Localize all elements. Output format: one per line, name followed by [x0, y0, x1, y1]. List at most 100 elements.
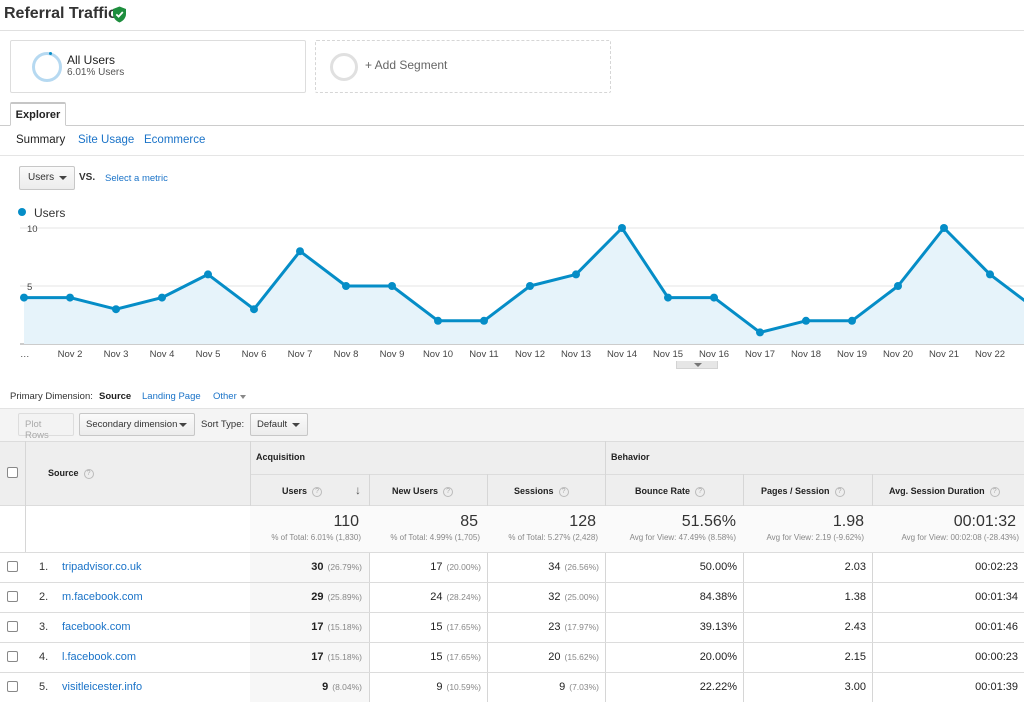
x-tick-label: Nov 12: [515, 349, 545, 360]
x-tick-label: Nov 20: [883, 349, 913, 360]
data-point: [158, 293, 166, 302]
select-all-checkbox[interactable]: [7, 467, 18, 478]
tab-explorer[interactable]: Explorer: [10, 102, 66, 126]
chevron-down-icon: [292, 423, 300, 427]
chart-resize-handle[interactable]: [676, 361, 718, 369]
total-new-users: 85: [460, 513, 478, 530]
x-tick-label: Nov 7: [288, 349, 313, 360]
new-users-cell: 9 (10.59%): [371, 681, 481, 693]
divider: [250, 474, 1024, 475]
segment-all-users[interactable]: All Users 6.01% Users: [10, 40, 306, 93]
sessions-value: 23: [548, 621, 561, 633]
divider: [0, 672, 1024, 673]
help-icon[interactable]: ?: [443, 486, 454, 497]
data-point: [20, 293, 28, 302]
source-column-header[interactable]: Source?: [48, 468, 94, 479]
source-link[interactable]: l.facebook.com: [62, 651, 136, 663]
avg-duration-column-header[interactable]: Avg. Session Duration?: [889, 486, 1000, 497]
row-checkbox[interactable]: [7, 651, 18, 662]
new-users-value: 17: [430, 561, 443, 573]
sessions-cell: 20 (15.62%): [489, 651, 599, 663]
x-tick-label: Nov 2: [58, 349, 83, 360]
bounce-rate-cell: 50.00%: [699, 561, 737, 573]
users-percent: (25.89%): [327, 592, 363, 602]
subtab-ecommerce[interactable]: Ecommerce: [144, 134, 206, 146]
divider: [743, 474, 744, 702]
new-users-percent: (28.24%): [446, 592, 482, 602]
dimension-other[interactable]: Other: [213, 391, 237, 402]
data-point: [572, 270, 580, 279]
pages-session-column-header[interactable]: Pages / Session?: [761, 486, 845, 497]
help-icon[interactable]: ?: [312, 486, 323, 497]
data-point: [710, 293, 718, 302]
segment-percentage: 6.01% Users: [67, 67, 125, 78]
row-number: 5.: [39, 681, 49, 693]
x-tick-label: Nov 4: [150, 349, 175, 360]
metric-dropdown[interactable]: Users: [19, 166, 75, 190]
totals-row: [250, 506, 1024, 552]
row-checkbox[interactable]: [7, 561, 18, 572]
new-users-value: 24: [430, 591, 443, 603]
users-line-chart[interactable]: 10 5 … Nov 2 Nov 3 Nov 4 Nov 5 Nov 6 Nov 7 Nov 8 N…: [0, 220, 1024, 370]
row-checkbox[interactable]: [7, 591, 18, 602]
users-column-header[interactable]: Users?: [282, 486, 323, 497]
dimension-landing-page[interactable]: Landing Page: [142, 391, 201, 402]
subtab-summary[interactable]: Summary: [16, 134, 66, 146]
chevron-down-icon: [59, 176, 67, 180]
divider: [605, 441, 606, 702]
data-point: [756, 328, 764, 337]
new-users-percent: (20.00%): [446, 562, 482, 572]
source-link[interactable]: visitleicester.info: [62, 681, 143, 693]
plot-rows-button[interactable]: Plot Rows: [18, 413, 74, 441]
pages-session-cell: 2.15: [844, 651, 866, 663]
segment-name: All Users: [67, 53, 116, 67]
sessions-column-header[interactable]: Sessions?: [514, 486, 569, 497]
bounce-rate-column-header[interactable]: Bounce Rate?: [635, 486, 706, 497]
x-tick-label: Nov 22: [975, 349, 1005, 360]
sessions-value: 9: [559, 681, 566, 693]
data-point: [250, 305, 258, 314]
data-point: [986, 270, 994, 279]
help-icon[interactable]: ?: [558, 486, 569, 497]
segment-ring-icon: [32, 52, 62, 82]
source-link[interactable]: m.facebook.com: [62, 591, 143, 603]
primary-dimension-label: Primary Dimension:: [10, 391, 93, 402]
data-point: [526, 282, 534, 290]
help-icon[interactable]: ?: [989, 486, 1000, 497]
total-avg-duration: 00:01:32: [953, 513, 1016, 530]
new-users-column-header[interactable]: New Users?: [392, 486, 454, 497]
row-checkbox[interactable]: [7, 681, 18, 692]
new-users-percent: (17.65%): [446, 652, 482, 662]
sessions-value: 20: [548, 651, 561, 663]
source-link[interactable]: tripadvisor.co.uk: [62, 561, 142, 573]
secondary-dimension-dropdown[interactable]: Secondary dimension: [79, 413, 195, 436]
divider: [872, 474, 873, 702]
row-checkbox[interactable]: [7, 621, 18, 632]
pages-session-cell: 1.38: [844, 591, 866, 603]
series-area: [24, 228, 1024, 344]
users-value: 9: [322, 681, 329, 693]
avg-duration-cell: 00:02:23: [975, 561, 1018, 573]
users-percent: (15.18%): [327, 622, 363, 632]
new-users-cell: 17 (20.00%): [371, 561, 481, 573]
source-link[interactable]: facebook.com: [62, 621, 131, 633]
users-value: 17: [311, 621, 324, 633]
total-avg-duration-sub: Avg for View: 00:02:08 (-28.43%): [901, 533, 1019, 542]
chevron-down-icon: [240, 395, 246, 399]
sort-type-dropdown[interactable]: Default: [250, 413, 308, 436]
sessions-cell: 9 (7.03%): [489, 681, 599, 693]
users-value: 30: [311, 561, 324, 573]
help-icon[interactable]: ?: [83, 468, 94, 479]
subtab-site-usage[interactable]: Site Usage: [78, 134, 135, 146]
help-icon[interactable]: ?: [695, 486, 706, 497]
avg-duration-cell: 00:01:39: [975, 681, 1018, 693]
select-metric-link[interactable]: Select a metric: [105, 173, 168, 184]
divider: [0, 642, 1024, 643]
divider: [0, 582, 1024, 583]
new-users-value: 15: [430, 651, 443, 663]
divider: [0, 505, 1024, 506]
help-icon[interactable]: ?: [834, 486, 845, 497]
users-cell: 9 (8.04%): [252, 681, 362, 693]
dimension-source[interactable]: Source: [99, 391, 132, 402]
add-segment-button[interactable]: + Add Segment: [315, 40, 611, 93]
